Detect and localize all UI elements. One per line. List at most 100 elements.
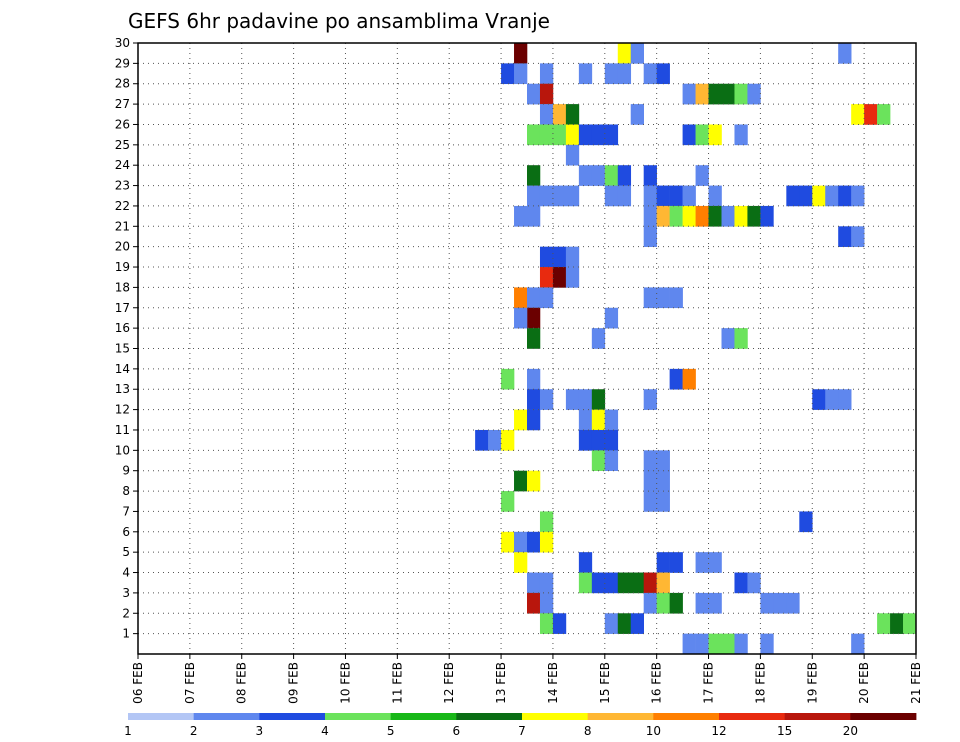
heatmap-cell (527, 531, 541, 553)
legend-label: 15 (777, 724, 792, 738)
heatmap-cell (539, 511, 554, 533)
heatmap-cell (656, 287, 670, 309)
heatmap-cell (565, 267, 580, 288)
heatmap-cell (643, 389, 657, 410)
heatmap-cell (656, 63, 670, 85)
legend-label: 5 (387, 724, 395, 738)
heatmap-cell (682, 368, 696, 390)
legend-swatch (522, 713, 589, 720)
legend-swatch (587, 713, 654, 720)
heatmap-cell (514, 307, 528, 329)
y-tick-label: 21 (115, 219, 130, 233)
heatmap-cell (669, 368, 683, 390)
y-tick-label: 17 (115, 301, 130, 315)
heatmap-cell (708, 83, 722, 105)
heatmap-cell (695, 83, 709, 105)
heatmap-cell (760, 592, 774, 614)
heatmap-cell (838, 185, 852, 207)
y-tick-label: 16 (115, 321, 130, 335)
heatmap-cell (617, 43, 632, 64)
heatmap-cell (565, 144, 580, 166)
x-tick-label: 08 FEB (235, 662, 249, 704)
heatmap-cell (578, 552, 593, 573)
heatmap-cell (695, 592, 709, 614)
x-tick-label: 11 FEB (390, 662, 404, 704)
heatmap-cell (643, 185, 657, 207)
y-tick-label: 26 (115, 117, 130, 131)
heatmap-cell (734, 205, 748, 227)
heatmap-cell (539, 613, 554, 634)
legend-swatch (784, 713, 851, 720)
heatmap-cell (643, 226, 657, 247)
heatmap-cell (527, 205, 541, 227)
heatmap-cell (656, 491, 670, 512)
heatmap-cell (721, 205, 735, 227)
heatmap-cell (604, 429, 619, 451)
y-tick-label: 2 (122, 606, 130, 620)
heatmap-cell (514, 552, 528, 573)
chart-title: GEFS 6hr padavine po ansamblima Vranje (128, 9, 550, 33)
heatmap-cell (578, 572, 593, 594)
heatmap-cell (799, 185, 813, 207)
heatmap-cell (514, 287, 528, 309)
heatmap-cell (604, 307, 619, 329)
heatmap-cell (578, 165, 593, 186)
heatmap-cell (539, 572, 554, 594)
heatmap-cell (890, 613, 904, 634)
heatmap-cell (903, 613, 917, 634)
heatmap-cell (578, 63, 593, 85)
heatmap-cell (539, 287, 554, 309)
heatmap-cell (643, 287, 657, 309)
heatmap-cell (604, 613, 619, 634)
heatmap-cell (488, 429, 502, 451)
heatmap-cell (527, 165, 541, 186)
legend-label: 8 (584, 724, 592, 738)
heatmap-cell (721, 83, 735, 105)
heatmap-cell (669, 592, 683, 614)
heatmap-cell (591, 409, 606, 431)
heatmap-cell (643, 572, 657, 594)
heatmap-cell (591, 429, 606, 451)
y-tick-label: 27 (115, 97, 130, 111)
heatmap-cell (695, 205, 709, 227)
heatmap-cell (799, 511, 813, 533)
heatmap-cell (747, 572, 761, 594)
heatmap-cell (591, 450, 606, 471)
legend-swatch (456, 713, 523, 720)
legend-label: 6 (453, 724, 461, 738)
heatmap-cell (501, 491, 515, 512)
heatmap-cell (591, 389, 606, 410)
heatmap-cell (825, 389, 839, 410)
heatmap-cell (604, 450, 619, 471)
heatmap-cell (747, 205, 761, 227)
heatmap-cell (682, 633, 696, 655)
heatmap-cell (734, 124, 748, 146)
heatmap-cell (656, 185, 670, 207)
heatmap-cell (656, 205, 670, 227)
legend-swatch (719, 713, 786, 720)
heatmap-cell (851, 104, 865, 125)
heatmap-cell (669, 205, 683, 227)
heatmap-cell (786, 185, 800, 207)
heatmap-cell (527, 470, 541, 492)
legend-swatch (325, 713, 392, 720)
heatmap-cell (514, 470, 528, 492)
heatmap-cell (527, 389, 541, 410)
heatmap-cell (643, 470, 657, 492)
x-tick-label: 06 FEB (131, 662, 145, 704)
heatmap-cell (539, 592, 554, 614)
heatmap-cell (812, 185, 826, 207)
heatmap-cell (501, 429, 515, 451)
heatmap-cell (527, 409, 541, 431)
heatmap-cell (708, 185, 722, 207)
heatmap-cell (591, 328, 606, 349)
heatmap-cell (514, 63, 528, 85)
heatmap-cell (643, 491, 657, 512)
y-tick-label: 5 (122, 545, 130, 559)
heatmap-cell (747, 83, 761, 105)
heatmap-cell (527, 307, 541, 329)
heatmap-cell (669, 287, 683, 309)
heatmap-cell (630, 613, 644, 634)
heatmap-cell (708, 124, 722, 146)
